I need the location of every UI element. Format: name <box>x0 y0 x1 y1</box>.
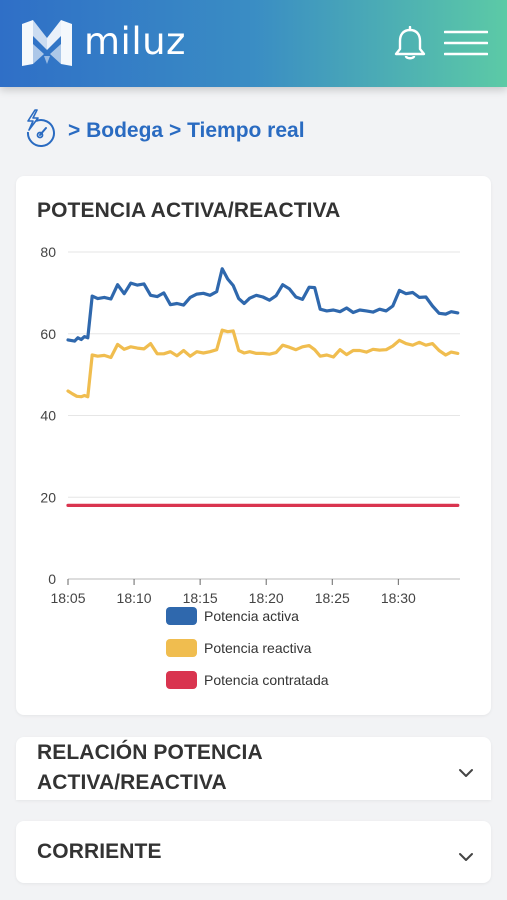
miluz-logo-icon[interactable] <box>20 16 74 70</box>
breadcrumb-item-tiempo-real[interactable]: Tiempo real <box>187 119 305 142</box>
brand-name: miluz <box>84 20 186 63</box>
y-tick-label: 0 <box>48 571 56 587</box>
x-tick-label: 18:30 <box>381 590 416 606</box>
app-header: miluz <box>0 0 507 87</box>
hamburger-menu-icon[interactable] <box>444 29 488 57</box>
x-tick-label: 18:25 <box>315 590 350 606</box>
power-line-chart: 0 20 40 60 80 18:05 18:10 18:15 18:20 18:25 18:30… <box>40 244 460 689</box>
chevron-down-icon[interactable] <box>458 852 474 862</box>
card-title-relacion-line1: RELACIÓN POTENCIA <box>37 741 263 764</box>
legend-label-potencia-contratada: Potencia contratada <box>204 672 329 688</box>
legend-swatch-potencia-contratada <box>166 671 197 689</box>
series-line-potencia-reactiva <box>66 328 460 399</box>
y-tick-label: 40 <box>40 408 56 424</box>
breadcrumb-item-bodega[interactable]: Bodega <box>86 119 164 142</box>
x-tick-label: 18:10 <box>117 590 152 606</box>
power-chart-card: POTENCIA ACTIVA/REACTIVA 0 20 40 60 80 18:05… <box>16 176 491 715</box>
chart-y-axis: 0 20 40 60 80 <box>40 244 56 587</box>
chart-series <box>66 267 460 507</box>
card-title-potencia: POTENCIA ACTIVA/REACTIVA <box>37 199 341 222</box>
chart-grid <box>68 251 460 498</box>
x-tick-label: 18:20 <box>249 590 284 606</box>
legend-label-potencia-activa: Potencia activa <box>204 608 299 624</box>
card-title-corriente: CORRIENTE <box>37 840 162 863</box>
card-title-relacion-line2: ACTIVA/REACTIVA <box>37 771 227 794</box>
chevron-down-icon[interactable] <box>458 768 474 778</box>
legend-swatch-potencia-activa <box>166 607 197 625</box>
chart-x-axis: 18:05 18:10 18:15 18:20 18:25 18:30 <box>50 578 460 606</box>
series-line-potencia-activa <box>66 267 460 343</box>
chart-legend: Potencia activa Potencia reactiva Potencia… <box>166 607 329 689</box>
y-tick-label: 20 <box>40 489 56 505</box>
breadcrumb: > Bodega > Tiempo real <box>68 119 305 142</box>
ratio-section-card[interactable]: RELACIÓN POTENCIA ACTIVA/REACTIVA <box>16 737 491 800</box>
bell-icon[interactable] <box>393 26 427 62</box>
card-title-relacion: RELACIÓN POTENCIA ACTIVA/REACTIVA <box>37 738 263 798</box>
y-tick-label: 80 <box>40 244 56 260</box>
x-tick-label: 18:05 <box>50 590 85 606</box>
current-section-card[interactable]: CORRIENTE <box>16 821 491 883</box>
gauge-bolt-icon <box>26 109 55 147</box>
legend-label-potencia-reactiva: Potencia reactiva <box>204 640 312 656</box>
y-tick-label: 60 <box>40 326 56 342</box>
x-tick-label: 18:15 <box>183 590 218 606</box>
legend-swatch-potencia-reactiva <box>166 639 197 657</box>
